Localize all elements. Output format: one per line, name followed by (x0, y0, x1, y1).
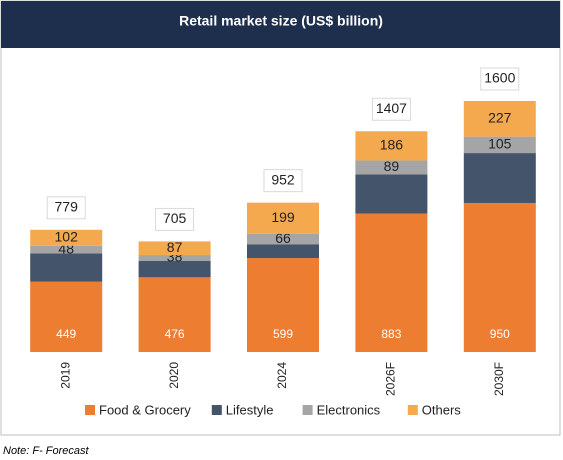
legend-label: Food & Grocery (99, 402, 191, 417)
bar-segment (355, 174, 428, 214)
bar-segment (463, 101, 536, 137)
bar-segment (463, 202, 536, 352)
bar-segment (247, 258, 319, 352)
bar-segment (247, 233, 319, 245)
bar-segment (463, 136, 536, 154)
chart-title: Retail market size (US$ billion) (179, 13, 383, 29)
bar-segment (355, 131, 428, 161)
data-label: 227 (488, 110, 512, 126)
data-label: 105 (488, 136, 512, 152)
note: Note: F- Forecast (3, 445, 90, 457)
total-label: 779 (55, 198, 79, 214)
x-tick-label: 2026F (384, 362, 398, 396)
title-band (1, 1, 560, 48)
data-label: 102 (55, 228, 79, 244)
legend-swatch (407, 405, 418, 415)
bar-segment (30, 229, 103, 246)
bar-segment (247, 202, 319, 234)
data-label: 199 (271, 209, 295, 225)
x-tick-label: 2030F (492, 362, 506, 396)
x-tick-label: 2024 (275, 362, 289, 389)
total-label: 1600 (484, 70, 515, 86)
data-label: 883 (381, 327, 401, 341)
data-label: 476 (165, 327, 185, 341)
bar-segment (138, 255, 211, 262)
total-label: 1407 (376, 100, 407, 116)
legend-swatch (302, 405, 313, 415)
data-label: 599 (273, 327, 293, 341)
data-label: 89 (384, 158, 400, 174)
legend-swatch (85, 405, 95, 415)
data-label: 186 (380, 137, 404, 153)
bar-segment (30, 253, 103, 282)
bar-segment (247, 244, 319, 259)
data-label: 87 (167, 239, 183, 255)
bar-segment (355, 213, 428, 352)
total-box (371, 97, 411, 121)
legend-label: Lifestyle (226, 402, 274, 417)
bar-segment (30, 281, 103, 352)
bar-segment (355, 160, 428, 175)
total-box (263, 169, 303, 193)
bar-segment (30, 245, 103, 254)
legend-label: Electronics (317, 402, 381, 417)
total-box (46, 196, 86, 220)
bar-segment (138, 241, 211, 256)
data-label: 950 (490, 327, 510, 341)
total-label: 952 (271, 171, 295, 187)
total-label: 705 (163, 210, 187, 226)
bar-segment (138, 261, 211, 278)
bar-segment (463, 153, 536, 203)
x-tick-label: 2020 (167, 362, 181, 389)
legend-swatch (211, 405, 222, 415)
total-box (480, 67, 520, 91)
bar-segment (138, 277, 211, 352)
data-label: 449 (56, 327, 76, 341)
legend-label: Others (422, 402, 462, 417)
total-box (155, 207, 195, 231)
x-tick-label: 2019 (58, 362, 72, 389)
